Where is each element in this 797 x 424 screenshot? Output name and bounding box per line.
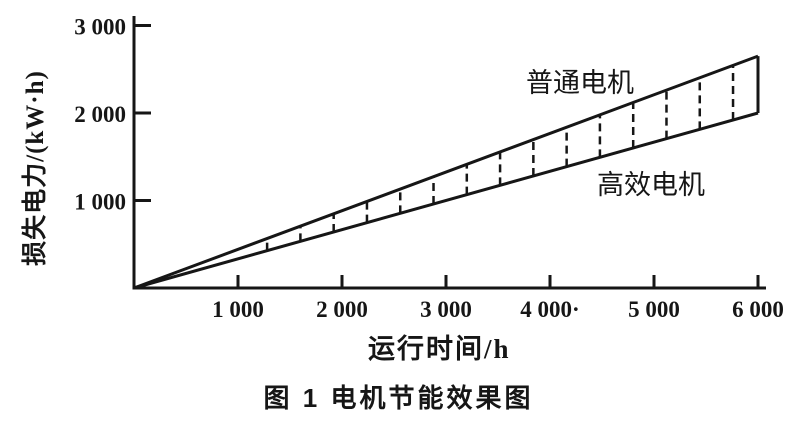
series-label-efficient-motor: 高效电机 [597,170,705,200]
svg-text:3 000: 3 000 [420,297,472,322]
svg-text:4 000·: 4 000· [520,297,579,322]
figure-caption: 图 1 电机节能效果图 [263,383,534,413]
svg-text:1 000: 1 000 [212,297,264,322]
svg-text:1 000: 1 000 [74,190,126,215]
y-axis-label: 损失电力/(kW·h) [22,70,49,266]
svg-text:3 000: 3 000 [74,15,126,40]
x-axis-label: 运行时间/h [368,334,511,364]
svg-text:6 000: 6 000 [732,297,784,322]
series-label-ordinary-motor: 普通电机 [526,68,634,98]
svg-text:2 000: 2 000 [316,297,368,322]
svg-text:5 000: 5 000 [628,297,680,322]
svg-text:2 000: 2 000 [74,102,126,127]
